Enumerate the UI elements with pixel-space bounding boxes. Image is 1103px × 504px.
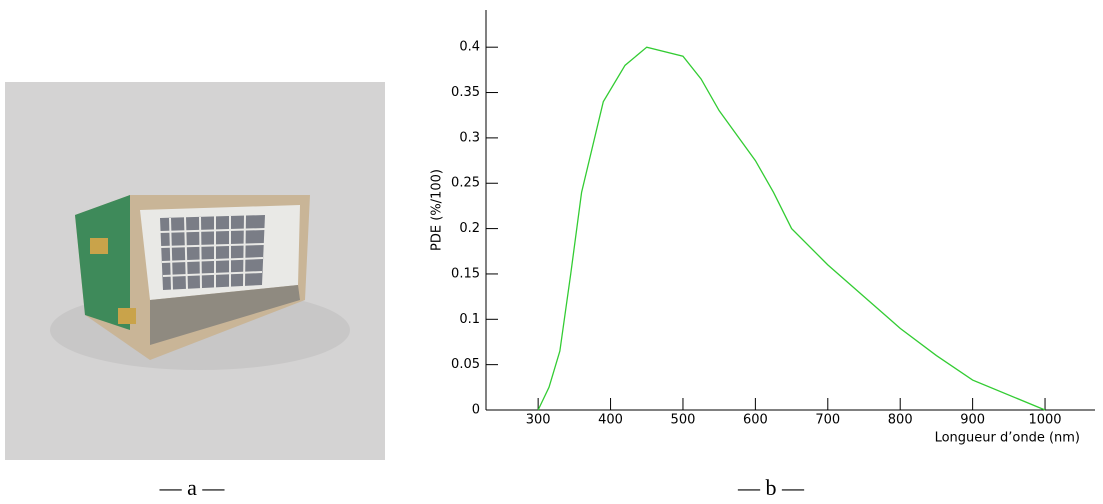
x-tick-label: 500 [671,413,696,428]
y-tick-label: 0.4 [459,40,480,55]
y-tick-label: 0.15 [451,266,480,281]
x-tick-label: 400 [598,413,623,428]
x-axis-label: Longueur d’onde (nm) [935,431,1080,446]
y-tick-label: 0.05 [451,357,480,372]
x-tick-label: 700 [815,413,840,428]
y-tick-label: 0.1 [459,312,480,327]
y-tick-label: 0.25 [451,176,480,191]
photo [5,82,385,460]
y-tick-label: 0.2 [459,221,480,236]
y-axis-label: PDE (%/100) [430,169,445,251]
x-tick-label: 800 [888,413,913,428]
y-tick-label: 0 [472,403,480,418]
caption: — a — [159,475,226,500]
x-tick-label: 300 [526,413,551,428]
data-line [537,46,1046,411]
x-tick-label: 600 [743,413,768,428]
x-tick-label: 900 [960,413,985,428]
y-tick-label: 0.35 [451,85,480,100]
caption: — b — [737,475,805,500]
y-tick-label: 0.3 [459,130,480,145]
x-tick-label: 1000 [1028,413,1061,428]
